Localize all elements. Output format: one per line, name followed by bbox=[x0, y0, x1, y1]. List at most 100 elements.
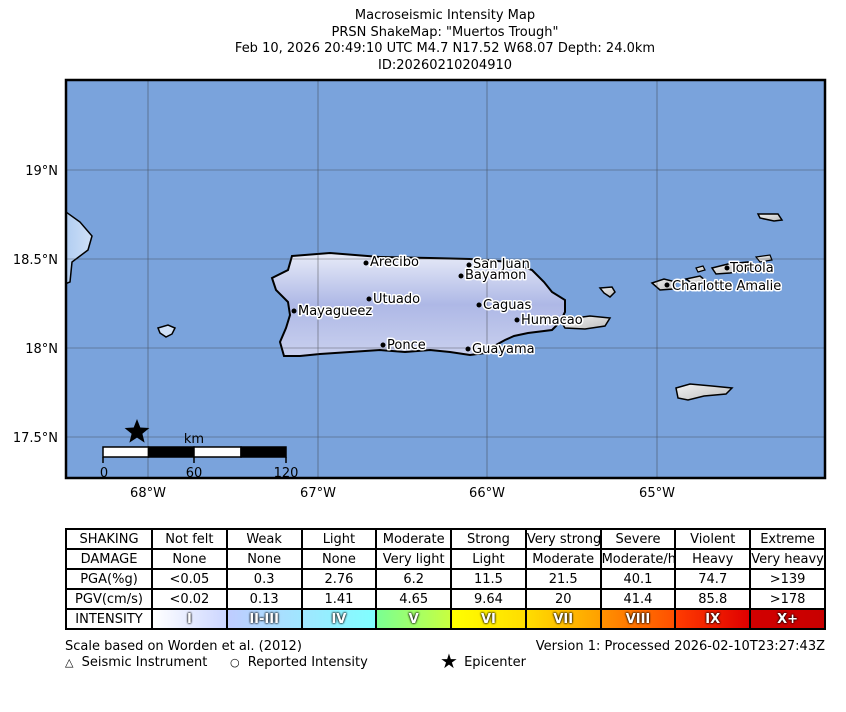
legend-cell: 0.3 bbox=[225, 568, 303, 590]
city-label-guayama: Guayama bbox=[472, 342, 535, 357]
legend-cell: 40.1 bbox=[599, 568, 677, 590]
culebra-island bbox=[598, 286, 616, 298]
legend-instrument-label: Seismic Instrument bbox=[81, 655, 208, 670]
version-note: Version 1: Processed 2026-02-10T23:27:43… bbox=[535, 639, 825, 654]
title-line-1: Macroseismic Intensity Map bbox=[354, 8, 536, 23]
intensity-legend-table: SHAKING Not felt Weak Light Moderate Str… bbox=[65, 528, 826, 630]
legend-cell: 20 bbox=[524, 588, 602, 610]
puerto-rico bbox=[270, 251, 566, 357]
intensity-swatch: VII bbox=[524, 608, 602, 630]
intensity-swatch: II-III bbox=[225, 608, 303, 630]
legend-epicenter-label: Epicenter bbox=[464, 655, 526, 670]
legend-cell: 9.64 bbox=[450, 588, 527, 610]
intensity-swatch: VIII bbox=[599, 608, 677, 630]
legend-cell: 41.4 bbox=[599, 588, 677, 610]
legend-cell: Light bbox=[300, 528, 378, 550]
city-dot bbox=[465, 346, 471, 352]
city-markers: Arecibo San Juan Bayamon Utuado Caguas M… bbox=[291, 254, 783, 359]
legend-cell: Violent bbox=[674, 528, 752, 550]
legend-cell: 1.41 bbox=[300, 588, 378, 610]
st-thomas-island bbox=[650, 278, 678, 291]
city-label-humacao: Humacao bbox=[521, 313, 583, 328]
legend-cell: None bbox=[151, 548, 228, 570]
intensity-swatch: X+ bbox=[749, 608, 826, 630]
city-dot bbox=[291, 308, 297, 314]
small-island bbox=[695, 265, 706, 273]
legend-cell: >139 bbox=[749, 568, 826, 590]
legend-cell: DAMAGE bbox=[65, 548, 153, 570]
lon-label: 65°W bbox=[639, 486, 675, 501]
st-croix-island bbox=[675, 383, 734, 401]
city-label-tortola: Tortola bbox=[729, 261, 774, 276]
legend-epicenter: ★ Epicenter bbox=[440, 649, 526, 673]
intensity-swatch: V bbox=[375, 608, 453, 630]
legend-cell: 4.65 bbox=[375, 588, 453, 610]
lat-label: 19°N bbox=[25, 164, 58, 179]
legend-cell: INTENSITY bbox=[65, 608, 153, 630]
legend-cell: Very light bbox=[375, 548, 453, 570]
lat-label: 18.5°N bbox=[13, 253, 58, 268]
legend-cell: PGA(%g) bbox=[65, 568, 153, 590]
title-line-4: ID:20260210204910 bbox=[377, 58, 513, 73]
city-dot bbox=[366, 296, 372, 302]
legend-row-shaking: SHAKING Not felt Weak Light Moderate Str… bbox=[65, 528, 826, 550]
legend-cell: SHAKING bbox=[65, 528, 153, 550]
city-dot bbox=[476, 302, 482, 308]
anegada-island bbox=[756, 213, 784, 222]
lat-label: 17.5°N bbox=[13, 431, 58, 446]
legend-cell: 2.76 bbox=[300, 568, 378, 590]
lat-label: 18°N bbox=[25, 342, 58, 357]
title-line-2: PRSN ShakeMap: "Muertos Trough" bbox=[331, 25, 559, 40]
legend-row-intensity: INTENSITY I II-III IV V VI VII VIII IX X… bbox=[65, 608, 826, 630]
legend-cell: 74.7 bbox=[674, 568, 752, 590]
legend-row-damage: DAMAGE None None None Very light Light M… bbox=[65, 548, 826, 570]
legend-row-pga: PGA(%g) <0.05 0.3 2.76 6.2 11.5 21.5 40.… bbox=[65, 568, 826, 590]
legend-cell: Strong bbox=[450, 528, 527, 550]
legend-cell: Extreme bbox=[749, 528, 826, 550]
legend-cell: Heavy bbox=[674, 548, 752, 570]
legend-cell: Very heavy bbox=[749, 548, 826, 570]
legend-cell: Moderate bbox=[375, 528, 453, 550]
map-frame bbox=[64, 78, 827, 480]
legend-cell: Not felt bbox=[151, 528, 228, 550]
lon-label: 66°W bbox=[469, 486, 505, 501]
city-dot bbox=[466, 262, 472, 268]
legend-cell: 6.2 bbox=[375, 568, 453, 590]
legend-cell: 21.5 bbox=[524, 568, 602, 590]
legend-cell: Very strong bbox=[524, 528, 602, 550]
legend-instrument: △ Seismic Instrument bbox=[65, 655, 207, 670]
vieques-island bbox=[558, 315, 612, 330]
title-line-3: Feb 10, 2026 20:49:10 UTC M4.7 N17.52 W6… bbox=[234, 41, 656, 56]
city-label-utuado: Utuado bbox=[373, 292, 420, 307]
jost-van-dyke-island bbox=[754, 254, 773, 263]
city-label-caguas: Caguas bbox=[483, 298, 532, 313]
legend-cell: PGV(cm/s) bbox=[65, 588, 153, 610]
scale-bar: km 0 60 120 bbox=[100, 432, 299, 481]
city-dot bbox=[380, 342, 386, 348]
lon-label: 67°W bbox=[300, 486, 336, 501]
legend-cell: Weak bbox=[225, 528, 303, 550]
star-icon: ★ bbox=[440, 649, 458, 673]
circle-icon: ○ bbox=[230, 656, 240, 669]
scale-tick: 60 bbox=[186, 466, 203, 481]
legend-cell: 0.13 bbox=[225, 588, 303, 610]
city-dot bbox=[514, 317, 520, 323]
scale-unit: km bbox=[184, 432, 204, 447]
legend-cell: None bbox=[300, 548, 378, 570]
legend-cell: 11.5 bbox=[450, 568, 527, 590]
intensity-swatch: IV bbox=[300, 608, 378, 630]
lon-label: 68°W bbox=[130, 486, 166, 501]
graticule bbox=[66, 80, 825, 478]
intensity-swatch: I bbox=[151, 608, 228, 630]
city-label-mayagueez: Mayagueez bbox=[298, 304, 372, 319]
city-dot bbox=[458, 273, 464, 279]
legend-cell: None bbox=[225, 548, 303, 570]
legend-reported: ○ Reported Intensity bbox=[230, 655, 368, 670]
legend-cell: >178 bbox=[749, 588, 826, 610]
city-label-arecibo: Arecibo bbox=[370, 255, 419, 270]
legend-cell: <0.02 bbox=[151, 588, 228, 610]
legend-row-pgv: PGV(cm/s) <0.02 0.13 1.41 4.65 9.64 20 4… bbox=[65, 588, 826, 610]
city-dot bbox=[664, 282, 670, 288]
triangle-icon: △ bbox=[65, 656, 74, 669]
city-label-charlotte-amalie: Charlotte Amalie bbox=[672, 279, 781, 294]
